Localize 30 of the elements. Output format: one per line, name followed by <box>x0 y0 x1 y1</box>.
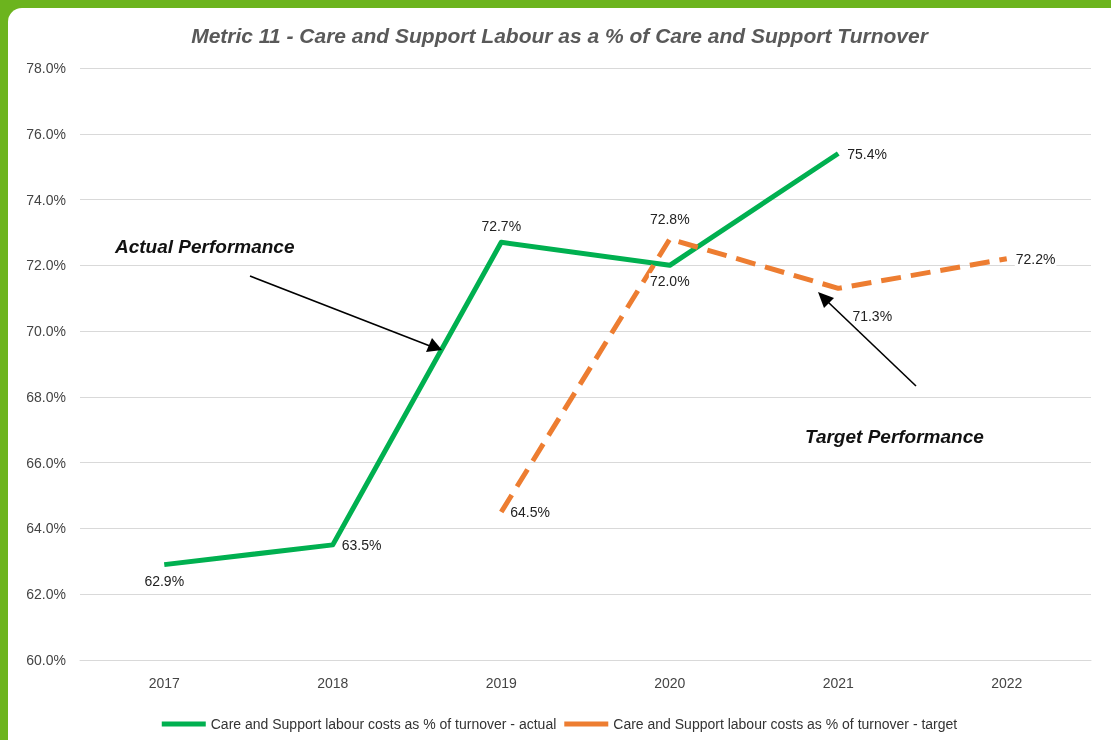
data-label: 63.5% <box>341 536 382 553</box>
legend-label: Care and Support labour costs as % of turnover - target <box>613 716 958 732</box>
x-tick-label: 2022 <box>991 675 1023 691</box>
data-label: 75.4% <box>847 145 887 162</box>
y-tick-label: 78.0% <box>26 60 66 76</box>
data-label: 62.9% <box>144 572 185 589</box>
chart-title: Metric 11 - Care and Support Labour as a % of Care and Support Turnover <box>191 24 930 47</box>
data-label: 64.5% <box>510 504 550 520</box>
x-tick-label: 2018 <box>317 675 349 691</box>
y-tick-label: 72.0% <box>26 257 66 274</box>
y-tick-label: 68.0% <box>26 388 66 405</box>
annotation: Target Performance <box>805 426 984 448</box>
y-tick-label: 62.0% <box>26 586 66 603</box>
y-tick-label: 64.0% <box>26 520 66 537</box>
y-tick-label: 66.0% <box>26 454 66 471</box>
x-tick-label: 2020 <box>654 675 686 691</box>
data-label: 72.2% <box>1015 250 1056 267</box>
annotation: Actual Performance <box>115 236 295 258</box>
data-label: 71.3% <box>852 308 893 325</box>
x-tick-label: 2017 <box>148 675 181 691</box>
data-label: 72.7% <box>481 218 522 235</box>
data-label: 72.8% <box>649 211 690 228</box>
legend-label: Care and Support labour costs as % of turnover - actual <box>210 716 557 732</box>
x-tick-label: 2019 <box>485 675 518 691</box>
y-tick-label: 60.0% <box>26 652 66 668</box>
y-tick-label: 74.0% <box>26 191 66 208</box>
y-tick-label: 70.0% <box>26 323 66 340</box>
x-tick-label: 2021 <box>822 675 855 691</box>
data-label: 72.0% <box>649 273 690 290</box>
y-tick-label: 76.0% <box>26 125 66 142</box>
